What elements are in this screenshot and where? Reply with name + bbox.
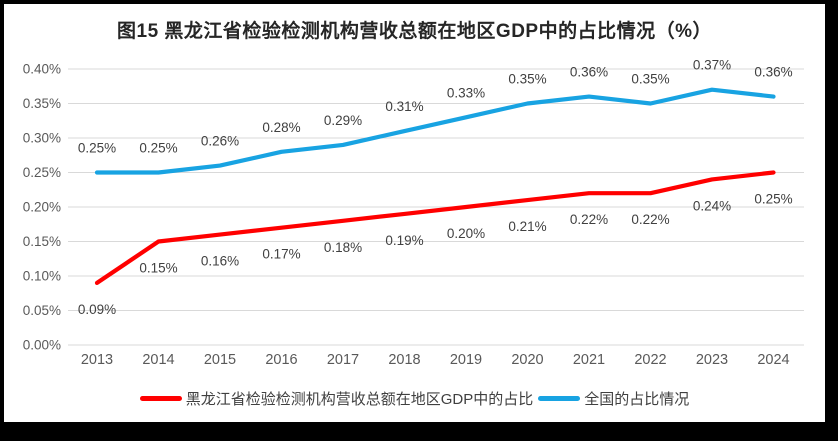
legend-swatch-icon xyxy=(538,396,581,401)
x-axis-tick-label: 2014 xyxy=(142,352,174,368)
series-line-0 xyxy=(94,170,776,285)
legend-swatch-icon xyxy=(139,396,182,401)
x-axis-tick-label: 2015 xyxy=(204,352,236,368)
data-label: 0.22% xyxy=(631,212,669,227)
data-label: 0.35% xyxy=(508,72,546,87)
data-label: 0.28% xyxy=(262,120,300,135)
data-label: 0.35% xyxy=(631,72,669,87)
legend-item-1: 全国的占比情况 xyxy=(538,388,689,409)
data-label: 0.18% xyxy=(324,240,362,255)
data-label: 0.33% xyxy=(447,85,485,100)
data-label: 0.21% xyxy=(508,219,546,234)
data-label: 0.22% xyxy=(570,212,608,227)
data-label: 0.15% xyxy=(139,261,177,276)
data-label: 0.25% xyxy=(78,141,116,156)
y-axis-tick-label: 0.30% xyxy=(23,131,61,146)
x-axis-tick-label: 2016 xyxy=(265,352,297,368)
data-label: 0.31% xyxy=(385,99,423,114)
data-label: 0.19% xyxy=(385,233,423,248)
chart-panel: 图15 黑龙江省检验检测机构营收总额在地区GDP中的占比情况（%） 0.00% 0… xyxy=(4,4,825,422)
chart-legend: 黑龙江省检验检测机构营收总额在地区GDP中的占比 全国的占比情况 xyxy=(4,388,825,409)
data-label: 0.09% xyxy=(78,302,116,317)
data-label: 0.25% xyxy=(754,192,792,207)
x-axis-tick-label: 2018 xyxy=(388,352,420,368)
data-label: 0.26% xyxy=(201,134,239,149)
legend-item-0: 黑龙江省检验检测机构营收总额在地区GDP中的占比 xyxy=(139,388,534,409)
data-label: 0.36% xyxy=(570,65,608,80)
x-axis-tick-label: 2017 xyxy=(327,352,359,368)
chart-title: 图15 黑龙江省检验检测机构营收总额在地区GDP中的占比情况（%） xyxy=(117,21,712,42)
x-axis-tick-label: 2022 xyxy=(634,352,666,368)
x-axis-tick-label: 2021 xyxy=(573,352,605,368)
y-axis-tick-label: 0.10% xyxy=(23,269,61,284)
y-axis-tick-label: 0.25% xyxy=(23,165,61,180)
y-axis-tick-label: 0.05% xyxy=(23,303,61,318)
y-axis-tick-label: 0.40% xyxy=(23,62,61,77)
y-axis-tick-label: 0.20% xyxy=(23,200,61,215)
x-axis-tick-label: 2024 xyxy=(757,352,789,368)
data-label: 0.17% xyxy=(262,247,300,262)
data-label: 0.36% xyxy=(754,65,792,80)
plot-area: 0.00% 0.05% 0.10% 0.15% 0.20% 0.25% 0.30% 0.35%… xyxy=(23,58,804,368)
data-label: 0.29% xyxy=(324,113,362,128)
legend-label: 全国的占比情况 xyxy=(584,391,690,408)
series-line-1 xyxy=(94,87,776,175)
legend-label: 黑龙江省检验检测机构营收总额在地区GDP中的占比 xyxy=(185,391,534,408)
y-axis-tick-label: 0.00% xyxy=(23,338,61,353)
y-axis-tick-label: 0.15% xyxy=(23,234,61,249)
x-axis-tick-label: 2020 xyxy=(511,352,543,368)
x-axis-tick-label: 2013 xyxy=(81,352,113,368)
data-label: 0.20% xyxy=(447,226,485,241)
x-axis-tick-label: 2023 xyxy=(696,352,728,368)
x-axis-tick-label: 2019 xyxy=(450,352,482,368)
data-label: 0.37% xyxy=(693,58,731,73)
data-label: 0.16% xyxy=(201,254,239,269)
y-axis-tick-label: 0.35% xyxy=(23,96,61,111)
data-label: 0.25% xyxy=(139,141,177,156)
data-label: 0.24% xyxy=(693,198,731,213)
